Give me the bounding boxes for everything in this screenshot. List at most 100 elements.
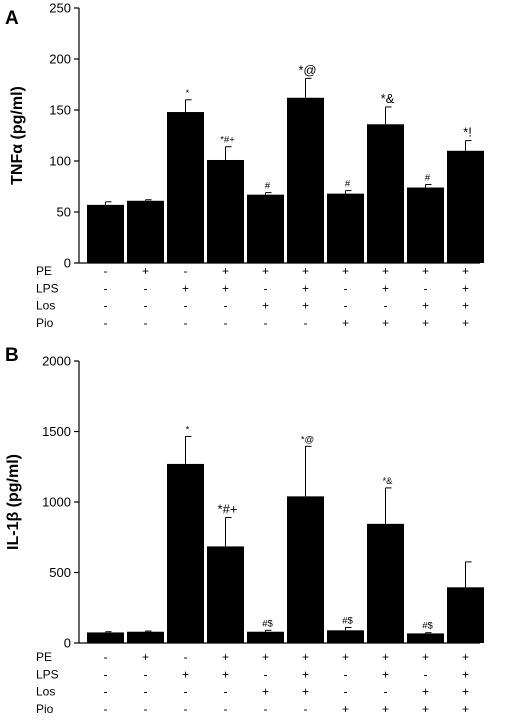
bar [167,463,204,643]
treatment-sign: + [422,316,429,330]
treatment-sign: + [382,702,389,716]
treatment-sign: + [182,667,189,681]
treatment-sign: - [104,299,108,313]
significance-annotation: *! [463,125,472,140]
treatment-sign: - [384,299,388,313]
y-tick-label: 500 [49,565,71,580]
treatment-sign: + [302,264,309,278]
treatment-sign: - [424,281,428,295]
treatment-row-label: LPS [36,667,59,681]
treatment-sign: + [422,299,429,313]
treatment-row-label: PE [36,264,52,278]
treatment-sign: + [142,650,149,664]
treatment-sign: + [262,299,269,313]
treatment-sign: - [384,685,388,699]
treatment-sign: + [422,264,429,278]
treatment-sign: - [224,316,228,330]
treatment-sign: + [462,316,469,330]
significance-annotation: #$ [342,615,353,626]
significance-annotation: # [425,172,431,183]
significance-annotation: * [186,88,190,99]
treatment-sign: - [184,299,188,313]
significance-annotation: *@ [298,62,316,77]
y-tick-label: 0 [64,256,71,271]
treatment-sign: + [342,702,349,716]
treatment-sign: + [462,685,469,699]
treatment-sign: + [262,650,269,664]
bar [287,97,324,263]
treatment-sign: + [222,667,229,681]
treatment-sign: + [342,264,349,278]
significance-annotation: *& [382,476,393,487]
panel-label: A [5,8,19,29]
treatment-sign: - [224,702,228,716]
treatment-sign: - [264,702,268,716]
y-axis-title: TNFα (pg/ml) [9,86,26,185]
y-tick-label: 50 [57,205,71,220]
treatment-sign: + [462,702,469,716]
treatment-sign: + [382,264,389,278]
treatment-row-label: Pio [36,316,54,330]
bar [167,112,204,263]
y-tick-label: 200 [49,52,71,67]
bar [407,633,444,643]
treatment-sign: + [462,650,469,664]
treatment-sign: - [224,299,228,313]
treatment-sign: - [104,702,108,716]
y-tick-label: 2000 [42,354,71,369]
bar [447,150,484,263]
significance-annotation: # [265,181,271,192]
bar [327,630,364,643]
treatment-sign: + [462,281,469,295]
treatment-sign: + [142,264,149,278]
y-tick-label: 150 [49,103,71,118]
treatment-sign: - [144,685,148,699]
treatment-sign: - [144,702,148,716]
bar [447,587,484,643]
treatment-sign: - [104,685,108,699]
treatment-sign: - [344,685,348,699]
significance-annotation: #$ [262,618,273,629]
treatment-row-label: PE [36,650,52,664]
bar [367,124,404,263]
treatment-sign: + [222,264,229,278]
treatment-sign: + [222,650,229,664]
treatment-row-label: Pio [36,702,54,716]
y-tick-label: 250 [49,1,71,16]
treatment-sign: + [182,281,189,295]
treatment-sign: - [104,281,108,295]
treatment-sign: - [184,264,188,278]
bar [367,523,404,643]
treatment-sign: - [184,685,188,699]
bar [207,546,244,643]
significance-annotation: *#+ [218,502,238,517]
treatment-sign: + [382,667,389,681]
treatment-sign: - [264,667,268,681]
treatment-sign: + [462,299,469,313]
significance-annotation: *#+ [220,135,235,146]
significance-annotation: * [186,424,190,435]
treatment-sign: + [422,650,429,664]
treatment-row-label: LPS [36,281,59,295]
treatment-row-label: Los [36,685,55,699]
treatment-sign: + [422,685,429,699]
treatment-sign: - [344,281,348,295]
treatment-sign: - [144,299,148,313]
treatment-sign: - [144,281,148,295]
treatment-sign: - [264,281,268,295]
treatment-sign: + [222,281,229,295]
treatment-sign: + [262,264,269,278]
treatment-sign: + [382,650,389,664]
treatment-sign: - [304,316,308,330]
treatment-sign: + [422,702,429,716]
panel-label: B [5,345,19,366]
y-tick-label: 100 [49,154,71,169]
treatment-sign: - [184,316,188,330]
treatment-sign: + [342,650,349,664]
bar [287,496,324,643]
treatment-sign: + [262,685,269,699]
treatment-sign: - [104,650,108,664]
bar [327,193,364,263]
treatment-sign: - [424,667,428,681]
